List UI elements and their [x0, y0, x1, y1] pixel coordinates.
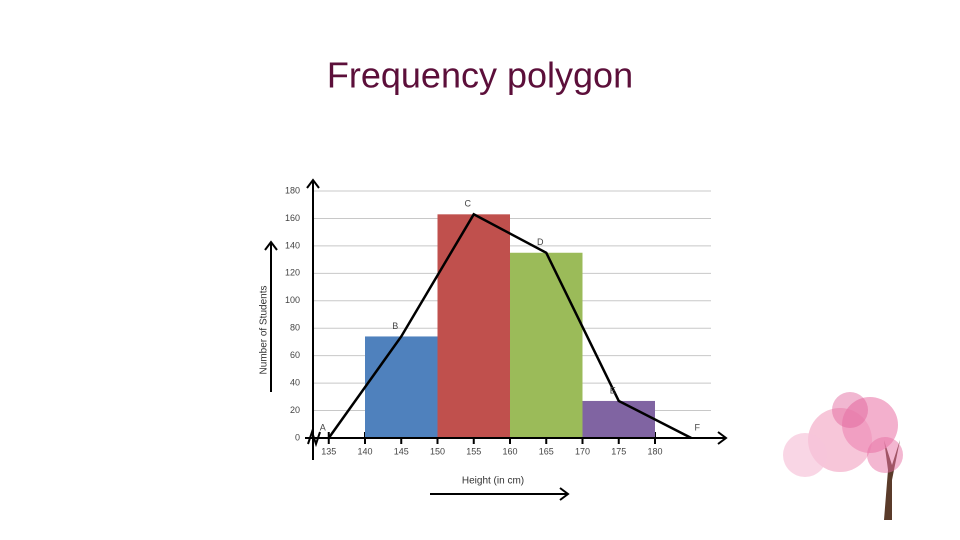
axis-break — [307, 428, 321, 448]
bar — [437, 214, 510, 438]
x-tick-label: 180 — [647, 446, 662, 456]
x-axis-label: Height (in cm) — [462, 476, 524, 487]
x-axis-arrow — [305, 431, 728, 445]
point-label: C — [465, 199, 472, 209]
x-label-arrow — [430, 487, 570, 501]
bar — [582, 400, 655, 438]
bar — [365, 336, 438, 438]
point-label: E — [610, 385, 616, 395]
y-tick-label: 180 — [285, 185, 300, 195]
y-tick-label: 60 — [290, 350, 300, 360]
y-label-arrow — [264, 240, 278, 392]
frequency-polygon — [327, 212, 692, 440]
x-tick-label: 175 — [611, 446, 626, 456]
y-tick-label: 80 — [290, 323, 300, 333]
y-tick-label: 40 — [290, 377, 300, 387]
point-label: A — [320, 422, 326, 432]
y-tick-label: 120 — [285, 268, 300, 278]
x-tick-label: 145 — [394, 446, 409, 456]
point-label: D — [537, 237, 544, 247]
point-label: B — [392, 321, 398, 331]
point-label: F — [695, 422, 701, 432]
y-tick-label: 140 — [285, 240, 300, 250]
y-tick-label: 20 — [290, 405, 300, 415]
x-tick-label: 155 — [466, 446, 481, 456]
axis-arrows — [264, 178, 728, 501]
x-tick-label: 135 — [321, 446, 336, 456]
x-tick-label: 150 — [430, 446, 445, 456]
y-axis-label: Number of Students — [259, 286, 270, 375]
bar — [510, 252, 583, 438]
y-tick-label: 160 — [285, 213, 300, 223]
x-tick-label: 160 — [502, 446, 517, 456]
tree-decoration — [783, 392, 903, 520]
x-tick-label: 140 — [357, 446, 372, 456]
x-tick-label: 170 — [575, 446, 590, 456]
slide-title: Frequency polygon — [327, 55, 633, 96]
x-tick-label: 165 — [539, 446, 554, 456]
y-tick-label: 0 — [295, 432, 300, 442]
chart-area: 0 20 40 60 80 100 120 140 160 180 135 140 145 150 155 1… — [285, 185, 711, 456]
y-tick-label: 100 — [285, 295, 300, 305]
y-axis-arrow — [306, 178, 320, 460]
